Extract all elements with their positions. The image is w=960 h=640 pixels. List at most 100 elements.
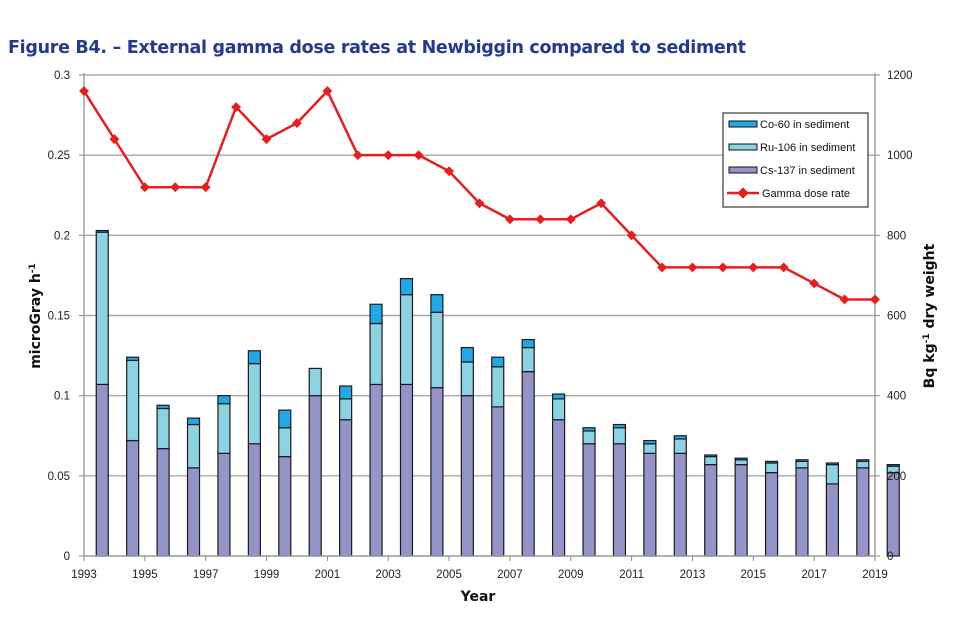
gamma-dose-point bbox=[504, 214, 515, 225]
legend-label-gamma: Gamma dose rate bbox=[762, 188, 850, 200]
bar-cs137 bbox=[612, 443, 627, 557]
left-tick-label: 0.1 bbox=[54, 391, 70, 403]
gamma-dose-point bbox=[748, 262, 759, 273]
bar-ru106 bbox=[491, 366, 505, 408]
bar-cs137 bbox=[247, 443, 261, 557]
bar-co60 bbox=[491, 356, 505, 368]
gamma-dose-point bbox=[474, 198, 485, 209]
bar-ru106 bbox=[704, 455, 718, 466]
bar-co60 bbox=[795, 459, 809, 463]
right-tick-label: 200 bbox=[887, 471, 906, 483]
bar-cs137 bbox=[491, 406, 505, 557]
bar-co60 bbox=[673, 435, 687, 440]
bar-co60 bbox=[369, 303, 383, 325]
gamma-dose-point bbox=[170, 182, 181, 193]
bar-co60 bbox=[582, 427, 596, 432]
y-axis-right-title: Bq kg-1 dry weight bbox=[922, 243, 938, 388]
bar-co60 bbox=[551, 393, 566, 400]
legend-swatch-co60 bbox=[728, 120, 758, 128]
x-tick-label: 1997 bbox=[193, 569, 219, 581]
y-axis-right-title-part1: Bq kg bbox=[922, 343, 938, 388]
bar-cs137 bbox=[156, 447, 170, 557]
gamma-dose-point bbox=[687, 262, 698, 273]
bar-cs137 bbox=[399, 383, 414, 557]
bar-cs137 bbox=[369, 383, 383, 557]
bar-cs137 bbox=[126, 439, 140, 557]
bar-ru106 bbox=[339, 398, 353, 421]
legend: Co-60 in sediment Ru-106 in sediment Cs-… bbox=[722, 112, 869, 208]
gamma-dose-point bbox=[352, 150, 363, 161]
left-tick-label: 0.05 bbox=[48, 471, 70, 483]
legend-swatch-cs137 bbox=[728, 166, 758, 174]
x-tick-label: 2005 bbox=[436, 569, 462, 581]
bar-co60 bbox=[217, 395, 231, 405]
bar-ru106 bbox=[764, 462, 779, 474]
bar-ru106 bbox=[399, 294, 414, 386]
gamma-dose-point bbox=[626, 230, 637, 241]
bar-cs137 bbox=[856, 467, 870, 557]
bar-co60 bbox=[247, 350, 261, 365]
bar-co60 bbox=[856, 459, 870, 463]
bar-cs137 bbox=[95, 383, 109, 557]
gamma-dose-point bbox=[109, 134, 120, 145]
gamma-dose-line bbox=[79, 86, 880, 305]
bar-ru106 bbox=[95, 231, 109, 386]
bar-cs137 bbox=[795, 467, 809, 557]
x-tick-label: 2007 bbox=[497, 569, 523, 581]
bar-co60 bbox=[95, 229, 109, 233]
x-tick-label: 2011 bbox=[619, 569, 644, 581]
y-axis-left-title-base: microGray h bbox=[28, 273, 44, 369]
gamma-dose-point bbox=[413, 150, 424, 161]
bar-ru106 bbox=[856, 460, 870, 469]
gamma-dose-point bbox=[139, 182, 150, 193]
bar-ru106 bbox=[460, 361, 474, 397]
axes bbox=[79, 73, 880, 561]
right-tick-label: 1000 bbox=[887, 150, 913, 162]
bar-ru106 bbox=[430, 311, 444, 389]
bar-cs137 bbox=[734, 464, 748, 557]
gamma-dose-point bbox=[79, 86, 89, 96]
bar-co60 bbox=[825, 462, 840, 466]
bar-co60 bbox=[764, 460, 779, 464]
bar-cs137 bbox=[278, 455, 292, 557]
x-tick-label: 2013 bbox=[680, 569, 706, 581]
bar-co60 bbox=[278, 409, 292, 429]
legend-swatch-ru106 bbox=[728, 143, 758, 151]
x-tick-label: 2015 bbox=[741, 569, 767, 581]
bar-ru106 bbox=[673, 438, 687, 454]
bar-ru106 bbox=[186, 423, 201, 469]
bar-cs137 bbox=[643, 452, 657, 557]
bar-ru106 bbox=[126, 359, 140, 442]
y-axis-left-title: microGray h-1 bbox=[28, 263, 44, 369]
bar-cs137 bbox=[430, 387, 444, 557]
gamma-dose-point bbox=[200, 182, 211, 193]
bar-co60 bbox=[734, 457, 748, 461]
bar-ru106 bbox=[551, 398, 566, 421]
gamma-dose-point bbox=[261, 134, 272, 145]
bar-ru106 bbox=[369, 322, 383, 386]
bar-ru106 bbox=[795, 460, 809, 469]
bar-ru106 bbox=[308, 367, 322, 397]
bar-cs137 bbox=[217, 452, 231, 557]
bar-cs137 bbox=[582, 443, 596, 557]
bar-ru106 bbox=[247, 363, 261, 445]
gamma-dose-point bbox=[444, 166, 455, 177]
left-tick-label: 0 bbox=[64, 551, 70, 563]
legend-label-cs137: Cs-137 in sediment bbox=[760, 165, 855, 177]
gamma-dose-point bbox=[596, 198, 607, 209]
bar-co60 bbox=[612, 423, 627, 429]
right-tick-label: 800 bbox=[887, 230, 906, 242]
bar-co60 bbox=[643, 439, 657, 445]
bar-ru106 bbox=[521, 346, 535, 373]
bar-cs137 bbox=[339, 419, 353, 557]
left-tick-label: 0.3 bbox=[54, 70, 70, 82]
bar-cs137 bbox=[551, 419, 566, 557]
bar-cs137 bbox=[764, 472, 779, 557]
bar-co60 bbox=[339, 385, 353, 400]
x-axis-title: Year bbox=[460, 589, 496, 605]
bar-cs137 bbox=[825, 483, 840, 557]
right-tick-label: 1200 bbox=[887, 70, 913, 82]
bar-co60 bbox=[886, 464, 900, 467]
bar-co60 bbox=[399, 278, 414, 296]
